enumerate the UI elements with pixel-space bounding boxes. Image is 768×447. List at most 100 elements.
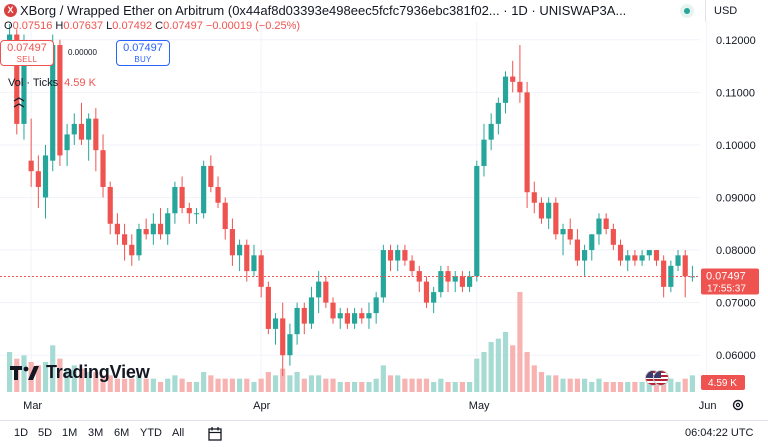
- utc-clock[interactable]: 06:04:22 UTC: [685, 427, 754, 439]
- volume-bar: [71, 365, 77, 392]
- time-tick-label: May: [469, 400, 490, 412]
- range-ytd-button[interactable]: YTD: [140, 427, 162, 439]
- range-5d-button[interactable]: 5D: [38, 427, 53, 439]
- volume-bar: [330, 378, 336, 392]
- volume-bar: [208, 375, 214, 392]
- volume-bar: [510, 345, 516, 392]
- volume-bar: [445, 382, 451, 392]
- candle-body: [50, 45, 56, 161]
- tradingview-wordmark: TradingView: [46, 362, 150, 382]
- gear-icon[interactable]: [731, 398, 745, 412]
- range-3m-button[interactable]: 3M: [88, 427, 104, 439]
- range-1d-button[interactable]: 1D: [14, 427, 29, 439]
- volume-bar: [617, 382, 624, 392]
- currency-selector[interactable]: USD: [705, 0, 761, 22]
- candle-body: [625, 255, 631, 261]
- volume-bar: [352, 382, 358, 392]
- candle-body: [402, 250, 408, 261]
- volume-bar: [366, 382, 372, 392]
- candle-body: [431, 292, 437, 303]
- sell-label: SELL: [16, 55, 38, 64]
- ohlc-high: 0.07637: [63, 20, 104, 32]
- volume-bar: [237, 378, 243, 392]
- volume-bar: [143, 378, 149, 392]
- candle-body: [122, 234, 128, 245]
- candle-body: [237, 244, 243, 256]
- range-all-button[interactable]: All: [172, 427, 185, 439]
- candle-body: [617, 244, 624, 261]
- market-status-icon[interactable]: [680, 4, 694, 18]
- candle-body: [632, 255, 638, 261]
- range-1m-button[interactable]: 1M: [62, 427, 78, 439]
- candle-body: [452, 276, 458, 282]
- candle-body: [531, 192, 537, 203]
- volume-bar: [100, 375, 106, 392]
- volume-bar: [502, 332, 509, 392]
- volume-legend-value: 4.59 K: [64, 77, 96, 89]
- candle-body: [416, 271, 422, 282]
- candle-body: [380, 250, 386, 298]
- candle-body: [287, 334, 293, 356]
- candle-body: [143, 229, 149, 235]
- candle-body: [524, 92, 530, 193]
- buy-price: 0.07497: [123, 42, 163, 54]
- price-tick-label: 0.09000: [716, 192, 756, 204]
- volume-bar: [107, 375, 113, 392]
- candle-body: [208, 165, 214, 187]
- ohlc-high-label: H: [55, 20, 64, 32]
- chart-header: X XBorg / Wrapped Ether on Arbitrum (0x4…: [0, 0, 768, 22]
- volume-bar: [546, 375, 552, 392]
- pair-title[interactable]: XBorg / Wrapped Ether on Arbitrum (0x44a…: [20, 3, 627, 18]
- candle-body: [179, 186, 185, 208]
- candle-body: [589, 234, 595, 251]
- candle-body: [64, 134, 70, 151]
- volume-bar: [675, 382, 681, 392]
- range-6m-button[interactable]: 6M: [114, 427, 130, 439]
- calendar-icon[interactable]: [207, 426, 223, 442]
- volume-bar: [7, 352, 13, 392]
- buy-button[interactable]: 0.07497 BUY: [116, 40, 170, 66]
- ohlc-legend: O0.07516 H0.07637 L0.07492 C0.07497 −0.0…: [4, 20, 300, 32]
- candle-body: [538, 202, 545, 219]
- collapse-legend-icon[interactable]: [12, 97, 26, 109]
- ohlc-open-label: O: [4, 20, 13, 32]
- sell-button[interactable]: 0.07497 SELL: [0, 40, 54, 66]
- volume-bar: [265, 372, 271, 392]
- candle-body: [201, 165, 207, 214]
- candle-body: [78, 123, 85, 140]
- volume-bar: [294, 372, 300, 392]
- volume-bar: [337, 382, 343, 392]
- volume-bar: [625, 382, 631, 392]
- volume-bar: [380, 365, 386, 392]
- candle-body: [157, 223, 164, 235]
- volume-bar: [344, 382, 350, 392]
- time-tick-label: Apr: [253, 400, 270, 412]
- volume-bar: [431, 382, 437, 392]
- ohlc-close-label: C: [155, 20, 164, 32]
- volume-bar: [201, 372, 207, 392]
- candle-body: [510, 76, 516, 82]
- candle-body: [582, 250, 588, 261]
- volume-bar: [610, 382, 616, 392]
- candle-body: [574, 239, 580, 261]
- time-axis[interactable]: Mar Apr May Jun: [23, 400, 716, 412]
- candle-body: [86, 118, 92, 140]
- volume-bar: [524, 352, 530, 392]
- price-tick-label: 0.10000: [716, 140, 756, 152]
- candle-body: [474, 165, 480, 277]
- volume-bar: [373, 378, 379, 392]
- token-logo-icon: X: [4, 4, 17, 17]
- candle-body: [596, 218, 602, 235]
- price-tick-label: 0.07000: [716, 298, 756, 310]
- candle-body: [502, 76, 509, 103]
- volume-bar: [603, 382, 609, 392]
- candle-body: [71, 123, 77, 135]
- volume-bar: [560, 378, 566, 392]
- volume-legend[interactable]: Vol · Ticks 4.59 K: [8, 77, 96, 89]
- volume-bar: [179, 378, 185, 392]
- tradingview-logo[interactable]: TradingView: [10, 362, 150, 383]
- volume-bar: [646, 382, 652, 392]
- candle-body: [193, 213, 200, 215]
- price-chart[interactable]: 0.12000 0.11000 0.10000 0.09000 0.08000 0.070…: [0, 0, 768, 420]
- price-axis[interactable]: 0.12000 0.11000 0.10000 0.09000 0.08000 0.070…: [716, 35, 756, 362]
